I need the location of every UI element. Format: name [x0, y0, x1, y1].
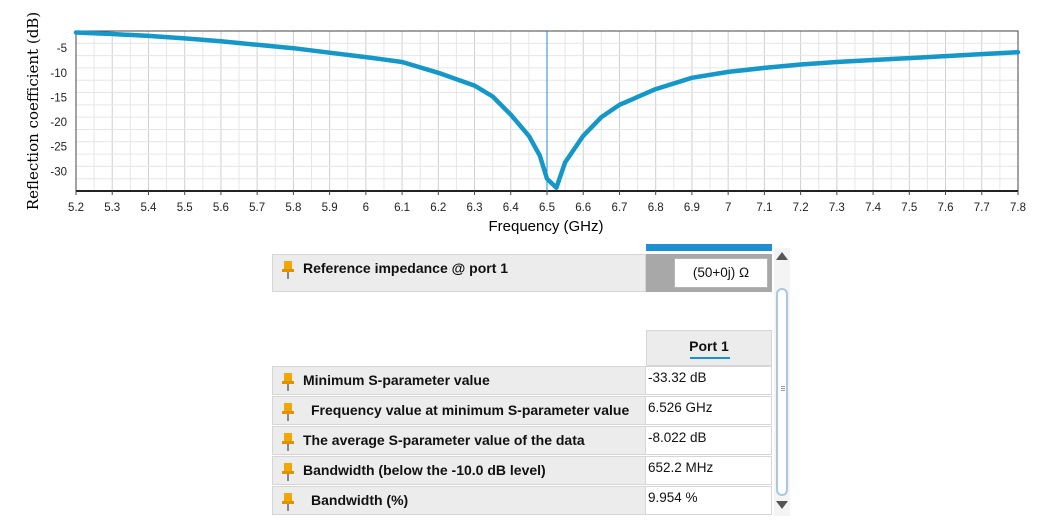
x-tick-label: 5.4 — [140, 202, 157, 214]
x-tick-label: 5.8 — [285, 202, 301, 214]
y-tick-label: -30 — [50, 166, 67, 178]
pin-icon[interactable] — [281, 462, 295, 482]
x-tick-label: 5.5 — [177, 202, 193, 214]
chart-grid — [75, 30, 1019, 192]
reference-impedance-label: Reference impedance @ port 1 — [303, 260, 509, 276]
y-tick-label: -10 — [50, 68, 67, 80]
x-tick-label: 7.5 — [901, 202, 917, 214]
y-tick-label: -20 — [50, 117, 67, 129]
port-header-label: Port 1 — [689, 338, 729, 354]
reflection-coefficient-series — [73, 30, 1021, 190]
x-tick-label: 6.2 — [430, 202, 446, 214]
x-tick-label: 7 — [725, 202, 731, 214]
x-tick-label: 5.3 — [104, 202, 120, 214]
x-tick-label: 7.1 — [756, 202, 772, 214]
x-tick-label: 5.2 — [68, 202, 84, 214]
x-tick-label: 5.7 — [249, 202, 265, 214]
average-s-parameter-label: The average S-parameter value of the dat… — [303, 432, 585, 448]
header-strip — [646, 244, 772, 251]
y-tick-label: -15 — [50, 92, 67, 104]
port-column-header[interactable]: Port 1 — [646, 330, 772, 366]
port-header-underline — [690, 357, 730, 359]
pin-icon[interactable] — [281, 402, 295, 422]
x-tick-label: 5.9 — [322, 202, 338, 214]
results-panel: Reference impedance @ port 1 (50+0j) Ω P… — [270, 244, 792, 518]
result-row-label: Frequency value at minimum S-parameter v… — [272, 396, 646, 425]
average-s-parameter-value: -8.022 dB — [646, 426, 772, 455]
reference-impedance-input[interactable]: (50+0j) Ω — [674, 258, 768, 288]
x-tick-label: 6.7 — [611, 202, 627, 214]
result-row-label: Bandwidth (%) — [272, 486, 646, 515]
scrollbar-thumb[interactable] — [776, 288, 788, 496]
x-tick-label: 7.8 — [1010, 202, 1026, 214]
x-tick-label: 7.7 — [974, 202, 990, 214]
minimum-s-parameter-value: -33.32 dB — [646, 366, 772, 395]
frequency-at-minimum-value: 6.526 GHz — [646, 396, 772, 425]
result-row-label: Minimum S-parameter value — [272, 366, 646, 395]
y-tick-label: -25 — [50, 142, 67, 154]
x-tick-label: 7.6 — [938, 202, 954, 214]
pin-icon[interactable] — [281, 260, 295, 280]
x-tick-label: 7.2 — [793, 202, 809, 214]
pin-icon[interactable] — [281, 432, 295, 452]
reference-impedance-label-cell: Reference impedance @ port 1 — [272, 254, 646, 292]
x-tick-label: 7.4 — [865, 202, 882, 214]
bandwidth-label: Bandwidth (below the -10.0 dB level) — [303, 462, 546, 478]
pin-icon[interactable] — [281, 492, 295, 512]
bandwidth-percent-label: Bandwidth (%) — [311, 492, 409, 508]
y-tick-labels: -5 -10 -15 -20 -25 -30 — [50, 43, 67, 178]
x-tick-label: 6.8 — [648, 202, 664, 214]
scroll-down-arrow-icon[interactable] — [776, 501, 788, 509]
x-tick-label: 6.5 — [539, 202, 555, 214]
bandwidth-percent-value: 9.954 % — [646, 486, 772, 515]
x-tick-label: 7.3 — [829, 202, 845, 214]
y-axis-label: Reflection coefficient (dB) — [24, 12, 42, 210]
s-parameter-chart: 5.2 5.3 5.4 5.5 5.6 5.7 5.8 5.9 6 6.1 6.2 6.3 6.4 6.5… — [24, 12, 1026, 235]
x-tick-labels: 5.2 5.3 5.4 5.5 5.6 5.7 5.8 5.9 6 6.1 6.2 6.3 6.4 6.5… — [68, 191, 1026, 214]
x-tick-label: 6 — [363, 202, 369, 214]
result-row-label: The average S-parameter value of the dat… — [272, 426, 646, 455]
x-tick-label: 5.6 — [213, 202, 229, 214]
result-row-label: Bandwidth (below the -10.0 dB level) — [272, 456, 646, 485]
x-tick-label: 6.6 — [575, 202, 591, 214]
pin-icon[interactable] — [281, 372, 295, 392]
minimum-s-parameter-label: Minimum S-parameter value — [303, 372, 490, 388]
x-tick-label: 6.9 — [684, 202, 700, 214]
frequency-at-minimum-label: Frequency value at minimum S-parameter v… — [311, 402, 630, 418]
y-tick-label: -5 — [57, 43, 67, 55]
vertical-scrollbar[interactable] — [774, 248, 790, 516]
grip-icon — [781, 386, 785, 387]
bandwidth-value: 652.2 MHz — [646, 456, 772, 485]
scroll-up-arrow-icon[interactable] — [776, 252, 788, 260]
x-axis-label: Frequency (GHz) — [488, 218, 603, 235]
x-tick-label: 6.1 — [394, 202, 410, 214]
x-tick-label: 6.4 — [503, 202, 520, 214]
x-tick-label: 6.3 — [467, 202, 483, 214]
